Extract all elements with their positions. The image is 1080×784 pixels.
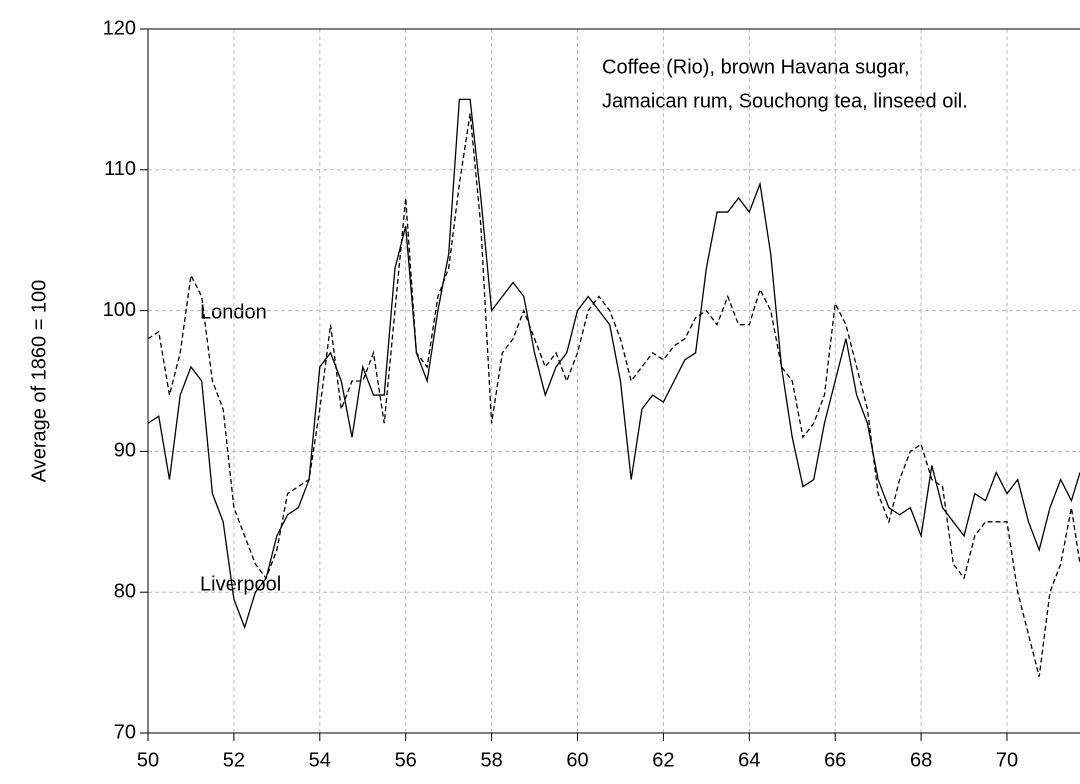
y-tick-label: 110	[104, 158, 136, 180]
x-tick-label: 54	[309, 749, 331, 771]
x-tick-label: 64	[738, 749, 760, 771]
y-tick-label: 100	[103, 299, 136, 321]
x-tick-label: 52	[223, 749, 245, 771]
y-tick-label: 70	[114, 721, 136, 743]
y-tick-label: 80	[114, 580, 136, 602]
x-tick-label: 62	[652, 749, 674, 771]
x-tick-label: 66	[824, 749, 846, 771]
x-tick-label: 60	[566, 749, 588, 771]
annotation: Jamaican rum, Souchong tea, linseed oil.	[602, 90, 968, 112]
series-line	[147, 98, 1080, 630]
x-tick-label: 70	[996, 749, 1018, 771]
x-tick-label: 56	[395, 749, 417, 771]
x-tick-label: 58	[480, 749, 502, 771]
y-tick-label: 120	[103, 17, 136, 39]
x-tick-label: 68	[910, 749, 932, 771]
y-axis-label: Average of 1860 = 100	[28, 280, 50, 483]
series-line	[147, 113, 1080, 677]
annotation: Coffee (Rio), brown Havana sugar,	[602, 56, 910, 78]
series-label: Liverpool	[200, 573, 281, 595]
series-label: London	[200, 301, 267, 323]
x-tick-label: 50	[137, 749, 159, 771]
y-tick-label: 90	[114, 440, 136, 462]
